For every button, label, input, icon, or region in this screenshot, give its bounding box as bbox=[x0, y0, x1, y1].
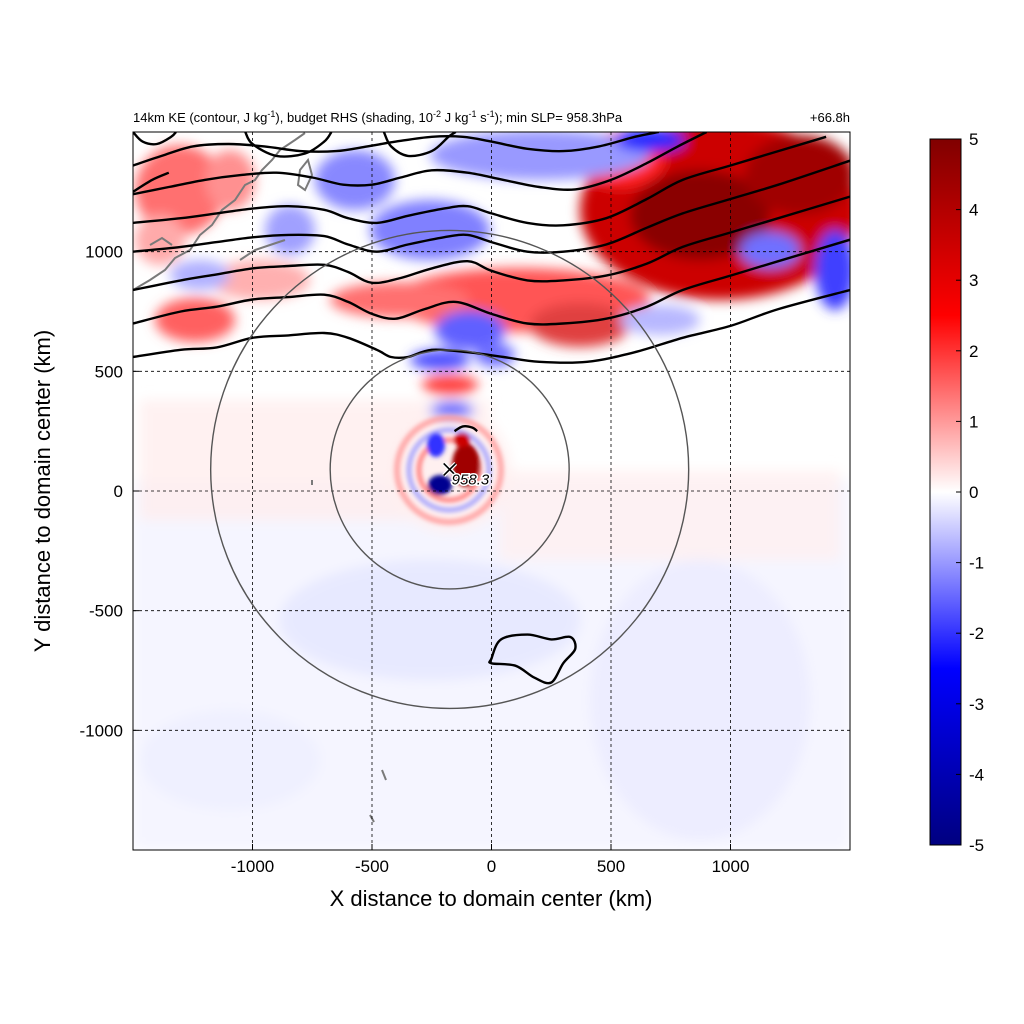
colorbar-tick-label: 4 bbox=[969, 201, 978, 220]
colorbar-tick-label: 1 bbox=[969, 412, 978, 431]
x-tick-label: -500 bbox=[355, 857, 389, 876]
storm-center-marker-inner bbox=[443, 462, 457, 477]
x-tick-label: 500 bbox=[597, 857, 625, 876]
forecast-time-label: +66.8h bbox=[810, 110, 850, 125]
ke-contour-2 bbox=[133, 238, 850, 326]
y-tick-label: -500 bbox=[89, 602, 123, 621]
chart-title: 14km KE (contour, J kg-1), budget RHS (s… bbox=[133, 109, 623, 125]
radius-ring-1000km bbox=[209, 229, 690, 710]
radius-rings bbox=[209, 229, 690, 710]
colorbar-tick-label: -2 bbox=[969, 624, 984, 643]
ke-contour-8 bbox=[382, 132, 457, 158]
colorbar-tick-label: 5 bbox=[969, 130, 978, 149]
y-axis-label: Y distance to domain center (km) bbox=[30, 330, 55, 652]
ke-contour-7 bbox=[133, 132, 660, 167]
plot-area bbox=[133, 132, 850, 850]
radius-ring-500km bbox=[329, 349, 570, 590]
colorbar bbox=[929, 138, 962, 846]
y-axis: -1000 -500 0 500 1000 bbox=[80, 243, 139, 740]
ke-contour-6 bbox=[133, 132, 708, 196]
ke-contour-1 bbox=[133, 288, 850, 364]
x-axis: -1000 -500 0 500 1000 bbox=[231, 844, 750, 876]
colorbar-tick-label: -4 bbox=[969, 765, 984, 784]
x-tick-label: -1000 bbox=[231, 857, 274, 876]
x-axis-label: X distance to domain center (km) bbox=[330, 886, 653, 911]
ke-contour-4 bbox=[133, 159, 850, 254]
x-tick-label: 1000 bbox=[712, 857, 750, 876]
colorbar-ticks: 5 4 3 2 1 0 -1 -2 -3 -4 -5 bbox=[956, 130, 984, 855]
ke-contour-5 bbox=[133, 135, 827, 227]
colorbar-tick-label: -3 bbox=[969, 695, 984, 714]
colorbar-tick-label: 0 bbox=[969, 483, 978, 502]
min-slp-label: 958.3 bbox=[452, 471, 490, 488]
storm-center: 958.3 bbox=[442, 462, 491, 490]
y-tick-label: 1000 bbox=[85, 243, 123, 262]
ke-contour-3 bbox=[133, 195, 850, 292]
colorbar-tick-label: -1 bbox=[969, 554, 984, 573]
ke-contour-11 bbox=[133, 132, 177, 146]
colorbar-tick-label: -5 bbox=[969, 836, 984, 855]
ke-contour-storm-arc bbox=[453, 425, 478, 433]
colorbar-tick-label: 3 bbox=[969, 271, 978, 290]
ke-contour-9 bbox=[244, 132, 333, 158]
x-tick-label: 0 bbox=[487, 857, 496, 876]
ke-contour-south-loop bbox=[488, 633, 577, 685]
y-tick-label: -1000 bbox=[80, 721, 123, 740]
y-tick-label: 500 bbox=[95, 362, 123, 381]
y-tick-label: 0 bbox=[114, 482, 123, 501]
ke-contours bbox=[133, 132, 850, 685]
ke-contour-10 bbox=[133, 171, 170, 193]
colorbar-tick-label: 2 bbox=[969, 342, 978, 361]
storm-core-shading bbox=[394, 415, 504, 525]
